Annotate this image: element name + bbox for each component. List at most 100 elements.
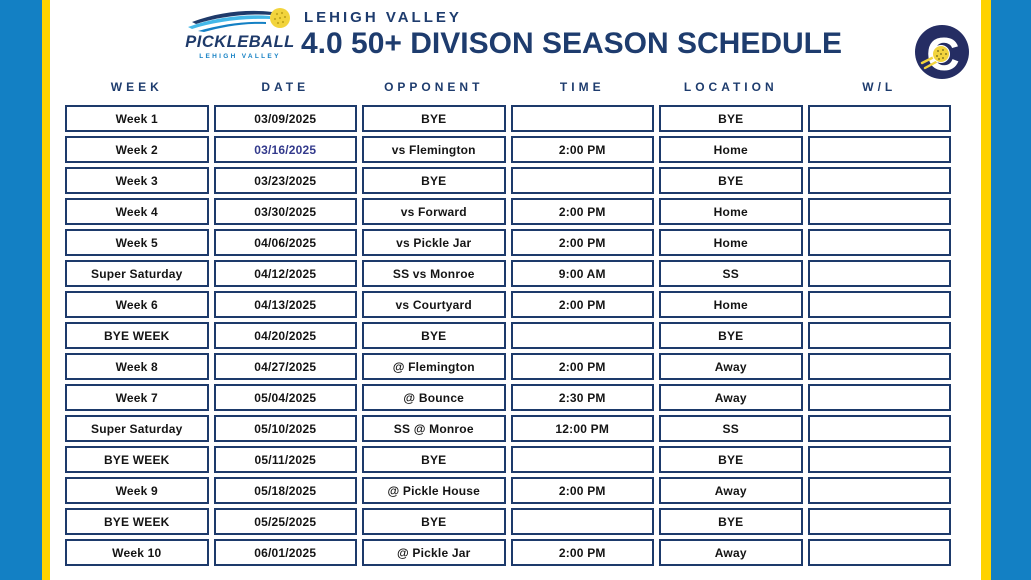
cell-wl	[807, 291, 951, 318]
cell-date: 03/23/2025	[213, 167, 357, 194]
cell-wl	[807, 508, 951, 535]
cell-wl	[807, 260, 951, 287]
cell-location: Home	[659, 229, 803, 256]
table-row: Week 2 03/16/2025 vs Flemington 2:00 PM …	[65, 136, 951, 163]
table-row: Week 3 03/23/2025 BYE BYE	[65, 167, 951, 194]
cell-time: 2:00 PM	[510, 477, 654, 504]
column-header-week: WEEK	[110, 80, 163, 94]
cell-location: Away	[659, 384, 803, 411]
cell-week: Week 1	[65, 105, 209, 132]
cell-opponent: SS @ Monroe	[362, 415, 506, 442]
cell-date: 05/25/2025	[213, 508, 357, 535]
cell-wl	[807, 136, 951, 163]
cell-location: Home	[659, 198, 803, 225]
cell-date: 06/01/2025	[213, 539, 357, 566]
cell-opponent: SS vs Monroe	[362, 260, 506, 287]
cell-location: Home	[659, 291, 803, 318]
column-header-time: TIME	[559, 80, 605, 94]
cell-time	[510, 322, 654, 349]
column-header-wl: W/L	[862, 80, 897, 94]
cell-date: 04/20/2025	[213, 322, 357, 349]
cell-week: Week 6	[65, 291, 209, 318]
cell-date: 03/30/2025	[213, 198, 357, 225]
cell-location: SS	[659, 415, 803, 442]
cell-week: Super Saturday	[65, 260, 209, 287]
cell-week: Week 9	[65, 477, 209, 504]
cell-week: Week 4	[65, 198, 209, 225]
cell-time: 9:00 AM	[510, 260, 654, 287]
cell-opponent: @ Flemington	[362, 353, 506, 380]
left-blue-border-stripe	[0, 0, 42, 580]
cell-opponent: vs Pickle Jar	[362, 229, 506, 256]
cell-week: Week 3	[65, 167, 209, 194]
cell-location: BYE	[659, 167, 803, 194]
cell-date-link[interactable]: 03/16/2025	[213, 136, 357, 163]
cell-time: 2:00 PM	[510, 291, 654, 318]
cell-location: Away	[659, 477, 803, 504]
cell-wl	[807, 446, 951, 473]
table-row: BYE WEEK 05/11/2025 BYE BYE	[65, 446, 951, 473]
cell-opponent: vs Courtyard	[362, 291, 506, 318]
cell-time: 2:00 PM	[510, 353, 654, 380]
cell-location: BYE	[659, 322, 803, 349]
cell-wl	[807, 415, 951, 442]
cell-time	[510, 508, 654, 535]
league-label: LEHIGH VALLEY	[304, 9, 462, 26]
cell-opponent: vs Forward	[362, 198, 506, 225]
right-blue-border-stripe	[991, 0, 1031, 580]
cell-week: BYE WEEK	[65, 446, 209, 473]
table-row: Week 8 04/27/2025 @ Flemington 2:00 PM A…	[65, 353, 951, 380]
left-yellow-border-stripe	[42, 0, 50, 580]
cell-opponent: @ Pickle Jar	[362, 539, 506, 566]
table-row: BYE WEEK 04/20/2025 BYE BYE	[65, 322, 951, 349]
cell-time: 2:30 PM	[510, 384, 654, 411]
cell-date: 05/10/2025	[213, 415, 357, 442]
cell-location: Away	[659, 353, 803, 380]
table-row: Week 10 06/01/2025 @ Pickle Jar 2:00 PM …	[65, 539, 951, 566]
cell-location: SS	[659, 260, 803, 287]
cell-opponent: @ Pickle House	[362, 477, 506, 504]
cell-week: Week 5	[65, 229, 209, 256]
table-row: Week 7 05/04/2025 @ Bounce 2:30 PM Away	[65, 384, 951, 411]
cell-opponent: @ Bounce	[362, 384, 506, 411]
schedule-table: Week 1 03/09/2025 BYE BYE Week 2 03/16/2…	[65, 105, 951, 566]
table-row: Super Saturday 05/10/2025 SS @ Monroe 12…	[65, 415, 951, 442]
cell-opponent: BYE	[362, 105, 506, 132]
cell-date: 04/13/2025	[213, 291, 357, 318]
cell-week: Week 7	[65, 384, 209, 411]
cell-date: 04/06/2025	[213, 229, 357, 256]
table-row: Week 1 03/09/2025 BYE BYE	[65, 105, 951, 132]
cell-wl	[807, 353, 951, 380]
cell-location: Home	[659, 136, 803, 163]
cell-date: 05/04/2025	[213, 384, 357, 411]
cell-time: 12:00 PM	[510, 415, 654, 442]
cell-opponent: BYE	[362, 508, 506, 535]
cell-wl	[807, 384, 951, 411]
column-header-date: DATE	[261, 80, 310, 94]
page-title: 4.0 50+ DIVISON SEASON SCHEDULE	[301, 27, 842, 60]
pickleball-lehigh-valley-logo: PICKLEBALL LEHIGH VALLEY	[184, 7, 296, 60]
table-row: Week 6 04/13/2025 vs Courtyard 2:00 PM H…	[65, 291, 951, 318]
logo-brand-text: PICKLEBALL	[185, 33, 295, 51]
cell-date: 04/12/2025	[213, 260, 357, 287]
cell-time	[510, 167, 654, 194]
cell-week: Week 2	[65, 136, 209, 163]
cell-wl	[807, 198, 951, 225]
cell-wl	[807, 105, 951, 132]
table-header: WEEK DATE OPPONENT TIME LOCATION W/L	[65, 80, 951, 94]
cell-opponent: BYE	[362, 322, 506, 349]
cell-wl	[807, 322, 951, 349]
cell-opponent: BYE	[362, 446, 506, 473]
cell-opponent: BYE	[362, 167, 506, 194]
cell-time: 2:00 PM	[510, 136, 654, 163]
cell-date: 05/18/2025	[213, 477, 357, 504]
cell-location: BYE	[659, 105, 803, 132]
cell-week: Week 10	[65, 539, 209, 566]
cell-date: 04/27/2025	[213, 353, 357, 380]
cell-week: Super Saturday	[65, 415, 209, 442]
right-yellow-border-stripe	[981, 0, 991, 580]
column-header-location: LOCATION	[683, 80, 778, 94]
cell-week: Week 8	[65, 353, 209, 380]
cell-opponent: vs Flemington	[362, 136, 506, 163]
